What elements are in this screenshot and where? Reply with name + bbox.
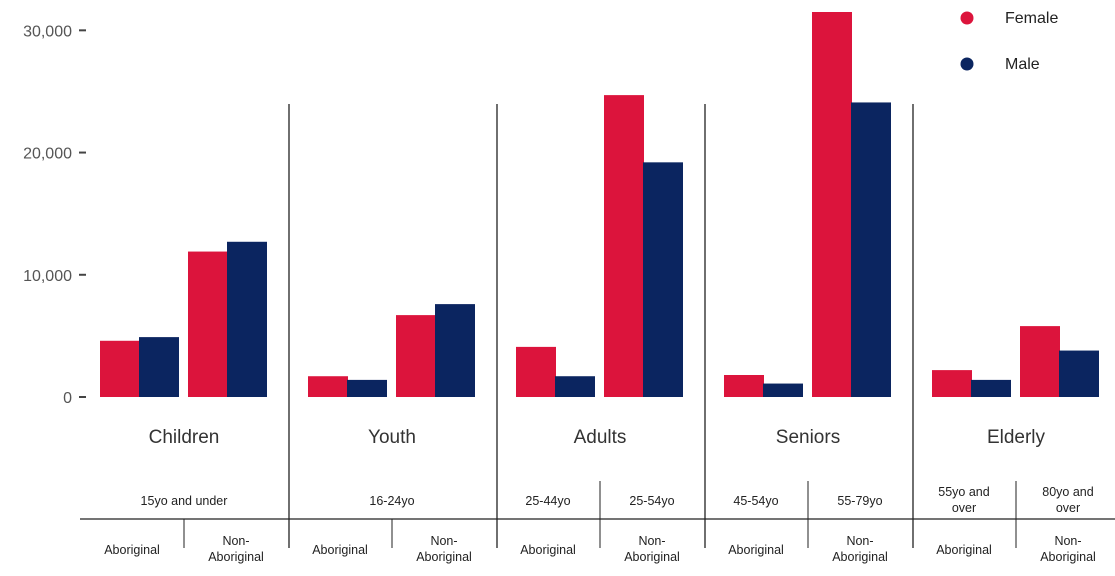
- bar-male-7: [763, 383, 803, 397]
- bar-female-4: [396, 315, 436, 397]
- bar-male-8: [851, 102, 891, 397]
- origin-label: Aboriginal: [312, 543, 368, 557]
- group-label: Youth: [368, 427, 416, 448]
- group-label: Adults: [574, 427, 627, 448]
- origin-label: Aboriginal: [104, 543, 160, 557]
- age-label: 55-79yo: [837, 494, 882, 508]
- origin-label: Aboriginal: [936, 543, 992, 557]
- bar-male-10: [1059, 350, 1099, 397]
- group-label: Seniors: [776, 427, 840, 448]
- origin-label: Non-Aboriginal: [832, 534, 888, 564]
- bar-female-3: [308, 376, 348, 397]
- y-tick-label: 30,000: [23, 23, 72, 40]
- age-label: 25-44yo: [525, 494, 570, 508]
- bar-female-6: [604, 95, 644, 397]
- bar-male-2: [227, 241, 267, 397]
- bar-female-1: [100, 340, 140, 397]
- bar-male-1: [139, 337, 179, 397]
- bar-female-7: [724, 375, 764, 397]
- origin-label: Non-Aboriginal: [208, 534, 264, 564]
- bar-male-4: [435, 304, 475, 397]
- group-label: Children: [149, 427, 220, 448]
- age-label: 25-54yo: [629, 494, 674, 508]
- legend-male-swatch: [960, 57, 974, 71]
- legend-female-swatch: [960, 11, 974, 25]
- group-label: Elderly: [987, 427, 1046, 448]
- age-label: 55yo and over: [938, 485, 989, 515]
- y-tick-label: 10,000: [23, 268, 72, 285]
- bar-female-9: [932, 370, 972, 397]
- bar-female-5: [516, 346, 556, 397]
- bar-male-3: [347, 379, 387, 397]
- age-label: 80yo and over: [1042, 485, 1093, 515]
- legend-female-label: Female: [1005, 10, 1058, 27]
- age-label: 15yo and under: [141, 494, 228, 508]
- origin-label: Non-Aboriginal: [1040, 534, 1096, 564]
- bar-female-10: [1020, 326, 1060, 397]
- age-label: 45-54yo: [733, 494, 778, 508]
- origin-label: Aboriginal: [520, 543, 576, 557]
- y-tick-label: 20,000: [23, 146, 72, 163]
- bar-male-9: [971, 379, 1011, 397]
- age-label: 16-24yo: [369, 494, 414, 508]
- bar-female-2: [188, 251, 228, 397]
- bar-male-5: [555, 376, 595, 397]
- bar-female-8: [812, 12, 852, 397]
- bar-male-6: [643, 162, 683, 397]
- origin-label: Non-Aboriginal: [624, 534, 680, 564]
- y-tick-label: 0: [63, 390, 72, 407]
- origin-label: Non-Aboriginal: [416, 534, 472, 564]
- legend-male-label: Male: [1005, 56, 1040, 73]
- origin-label: Aboriginal: [728, 543, 784, 557]
